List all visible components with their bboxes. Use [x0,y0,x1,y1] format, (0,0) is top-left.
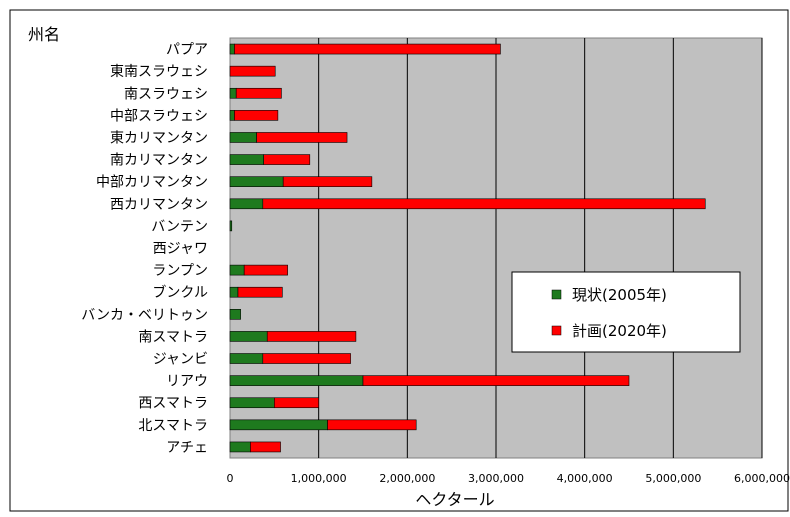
bar-current [229,419,328,431]
category-label: ランプン [152,263,208,279]
category-label: バンカ・ベリトゥン [81,307,208,323]
category-label: 東カリマンタン [110,130,208,146]
bars [229,43,706,453]
x-tick-label: 1,000,000 [291,472,347,485]
bar-plan [237,286,283,298]
category-label: リアウ [166,374,208,390]
category-label: 南スマトラ [138,329,208,345]
category-label: パプア [166,42,208,58]
category-label: 中部スラウェシ [110,108,208,124]
bar-plan [229,65,276,77]
legend: 現状(2005年) 計画(2020年) [511,271,741,353]
x-axis-title: ヘクタール [415,490,494,509]
legend-box [511,271,741,353]
bar-plan [235,87,282,99]
bar-current [229,220,233,232]
x-tick-label: 2,000,000 [379,472,435,485]
bar-current [229,264,245,276]
category-label: 西ジャワ [153,241,208,257]
category-label: 南スラウェシ [124,86,208,102]
bar-plan [274,397,319,409]
bar-current [229,397,275,409]
x-tick-label: 5,000,000 [645,472,701,485]
x-tick-label: 0 [227,472,234,485]
x-tick-labels: 0 1,000,000 2,000,000 3,000,000 4,000,000 5,0… [227,472,790,485]
bar-plan [243,264,288,276]
bar-current [229,132,257,143]
category-label: 北スマトラ [138,418,208,434]
bar-current [229,198,264,210]
category-label: 中部カリマンタン [96,175,208,191]
legend-label-current: 現状(2005年) [572,286,667,304]
category-label: ブンクル [152,284,208,301]
bar-plan [266,331,357,342]
bar-plan [362,375,630,386]
bar-plan [234,43,501,55]
bar-current [229,110,235,121]
category-label: バンテン [151,219,208,235]
bar-plan [263,154,311,165]
category-label: アチェ [166,440,208,456]
bar-current [229,286,239,298]
bar-current [229,375,364,386]
bar-plan [250,441,281,453]
bar-plan [256,132,348,143]
category-labels: パプア東南スラウェシ南スラウェシ中部スラウェシ東カリマンタン南カリマンタン中部カ… [81,42,208,456]
bar-current [229,176,284,187]
bar-plan [262,353,351,364]
category-label: 西カリマンタン [110,197,208,213]
bar-current [229,309,241,320]
bar-current [229,353,264,364]
x-tick-label: 4,000,000 [557,472,613,485]
gridlines [318,38,763,458]
category-label: ジャンビ [153,352,208,368]
bar-plan [234,110,279,121]
bar-current [229,441,251,453]
bar-current [229,154,264,165]
y-axis-title: 州名 [28,25,60,44]
bar-current [229,331,268,342]
x-tick-label: 3,000,000 [468,472,524,485]
bar-current [229,87,237,99]
bar-current [229,43,235,55]
category-label: 東南スラウェシ [110,64,208,80]
category-label: 西スマトラ [138,396,208,412]
legend-swatch-plan [551,325,562,336]
category-label: 南カリマンタン [110,153,208,169]
x-tick-label: 6,000,000 [734,472,790,485]
bar-plan [262,198,706,210]
legend-swatch-current [551,289,562,300]
bar-plan [327,419,417,431]
bar-plan [282,176,373,187]
legend-label-plan: 計画(2020年) [572,322,667,340]
